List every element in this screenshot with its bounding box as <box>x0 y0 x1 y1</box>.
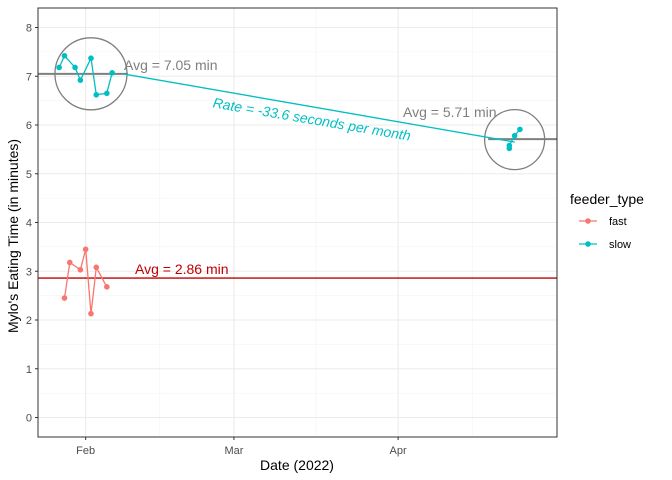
fast-point <box>88 310 94 317</box>
slow-point <box>93 91 100 98</box>
fast-average-label: Avg = 2.86 min <box>135 261 229 277</box>
highlight-circle <box>483 108 546 171</box>
y-axis-title: Mylo's Eating Time (in minutes) <box>5 139 21 333</box>
legend: feeder_type fast slow <box>570 191 644 251</box>
slow-average-late-label: Avg = 5.71 min <box>403 104 497 120</box>
legend-label-slow: slow <box>609 239 631 251</box>
series <box>56 52 523 317</box>
highlight-circle <box>54 37 128 111</box>
slow-point <box>517 126 523 133</box>
axes: 0 1 2 3 4 5 6 7 8 Feb Mar Apr <box>26 23 407 458</box>
slow-average-early-label: Avg = 7.05 min <box>124 57 218 73</box>
rate-line <box>122 73 515 143</box>
y-tick-label: 1 <box>26 364 32 376</box>
fast-point <box>61 295 68 301</box>
fast-point <box>82 246 89 253</box>
y-tick-label: 6 <box>26 120 32 132</box>
slow-point <box>72 64 78 71</box>
fast-point <box>66 259 73 266</box>
x-axis-title: Date (2022) <box>260 457 334 473</box>
y-tick-label: 7 <box>26 71 32 83</box>
slow-point <box>88 55 94 62</box>
y-tick-label: 5 <box>26 169 32 181</box>
legend-title: feeder_type <box>570 191 644 207</box>
slow-point <box>61 52 68 59</box>
x-tick-label: Apr <box>390 445 407 457</box>
slow-point <box>109 70 115 76</box>
slow-point <box>506 142 513 149</box>
slow-point <box>56 64 62 71</box>
legend-key-point-fast <box>585 218 591 224</box>
y-tick-label: 4 <box>26 218 32 230</box>
slow-point <box>511 132 518 139</box>
fast-point <box>77 266 84 273</box>
fast-point <box>93 264 100 271</box>
y-tick-label: 3 <box>26 266 32 278</box>
x-tick-label: Feb <box>76 445 95 457</box>
x-tick-label: Mar <box>224 445 243 457</box>
legend-label-fast: fast <box>609 216 627 228</box>
fast-point <box>104 284 110 290</box>
slow-point <box>77 77 84 83</box>
grid <box>38 8 557 437</box>
y-tick-label: 8 <box>26 23 32 35</box>
y-tick-label: 0 <box>26 413 32 425</box>
y-tick-label: 2 <box>26 315 32 327</box>
legend-key-point-slow <box>585 241 591 247</box>
slow-point <box>104 90 110 97</box>
